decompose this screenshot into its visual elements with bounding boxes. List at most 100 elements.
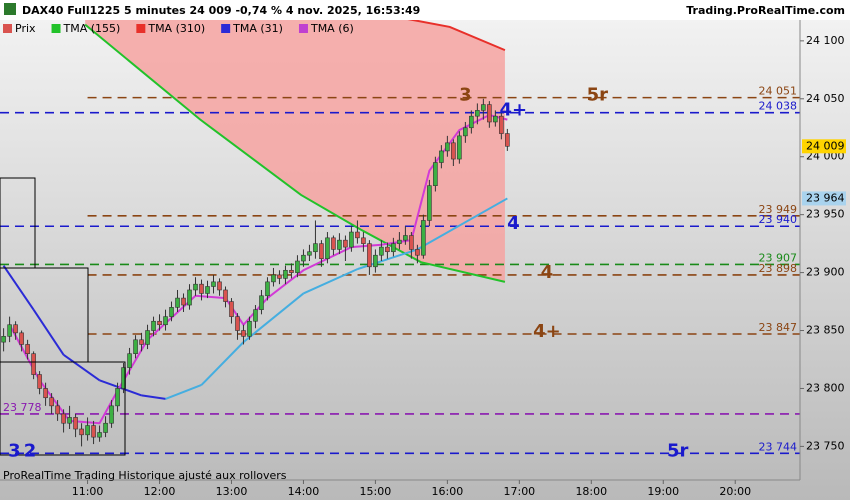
ma-line: [84, 23, 506, 283]
candle-body: [409, 235, 414, 250]
ma-line: [32, 309, 65, 356]
level-annotation: 3: [8, 440, 21, 461]
candle-body: [193, 283, 198, 291]
candle-body: [127, 353, 132, 368]
level-label: 23 898: [759, 262, 798, 275]
candle-body: [487, 104, 492, 123]
level-annotation: 5r: [667, 440, 689, 461]
candle-body: [331, 237, 336, 250]
candle-body: [37, 374, 42, 389]
candle-body: [343, 239, 348, 248]
level-label: 23 907: [759, 251, 798, 264]
legend-entry: Prix: [15, 22, 36, 35]
candle-body: [301, 254, 306, 262]
candle-body: [151, 320, 156, 331]
ma-line: [2, 265, 35, 311]
candle-body: [349, 231, 354, 248]
x-tick-label: 11:00: [72, 485, 104, 498]
candle-body: [283, 269, 288, 279]
level-annotation: 4: [507, 213, 520, 234]
candle-body: [313, 243, 318, 253]
candle-body: [337, 239, 342, 250]
x-tick-label: 15:00: [360, 485, 392, 498]
candle-body: [187, 289, 192, 306]
candle-body: [121, 367, 126, 389]
ma-line: [99, 379, 142, 397]
candle-body: [379, 246, 384, 256]
candle-body: [469, 115, 474, 129]
x-tick-label: 16:00: [432, 485, 464, 498]
candle-body: [235, 316, 240, 331]
candle-body: [421, 220, 426, 256]
price-marker: [802, 191, 846, 206]
ma-line: [141, 394, 166, 400]
candle-body: [169, 307, 174, 317]
candle-body: [157, 320, 162, 326]
header-bar: [0, 0, 850, 20]
y-tick-label: 23 850: [806, 324, 845, 337]
level-label: 24 038: [759, 100, 798, 113]
y-tick-label: 24 100: [806, 34, 845, 47]
box: [0, 361, 126, 456]
y-tick-label: 23 900: [806, 266, 845, 279]
candle-body: [475, 110, 480, 117]
candle-body: [325, 237, 330, 259]
candle-body: [1, 336, 6, 343]
candle-body: [253, 309, 258, 322]
plot: [0, 20, 800, 455]
candle-body: [481, 104, 486, 111]
ma-line: [303, 268, 358, 295]
ma-line: [165, 384, 202, 400]
candle-body: [319, 243, 324, 259]
level-annotation: 3: [459, 85, 472, 106]
candle-body: [175, 297, 180, 308]
candle-body: [289, 269, 294, 273]
candle-body: [457, 135, 462, 160]
price-marker-label: 23 964: [806, 191, 845, 204]
price-marker-label: 24 009: [806, 139, 845, 152]
candle-body: [307, 251, 312, 256]
level-label: 23 847: [759, 321, 798, 334]
candle-body: [211, 281, 216, 287]
candle-body: [403, 235, 408, 241]
ma-line: [200, 341, 245, 386]
candle-body: [277, 274, 282, 279]
candle-body: [49, 397, 54, 407]
candle-body: [145, 330, 150, 345]
candle-body: [499, 115, 504, 134]
candle-body: [115, 388, 120, 407]
candle-body: [229, 301, 234, 317]
candle-body: [223, 289, 228, 302]
legend-entry: TMA (31): [232, 22, 283, 35]
level-annotation: 4+: [500, 100, 528, 121]
candle-body: [181, 297, 186, 306]
candle-body: [451, 142, 456, 160]
x-tick-label: 18:00: [575, 485, 607, 498]
level-annotation: 4+: [533, 321, 561, 342]
candle-body: [415, 249, 420, 256]
level-annotation: 4: [541, 262, 554, 283]
candle-body: [55, 405, 60, 415]
level-label: 23 949: [759, 203, 798, 216]
candle-body: [31, 353, 36, 375]
candle-body: [355, 231, 360, 239]
candle-body: [271, 274, 276, 283]
y-tick-label: 24 050: [806, 92, 845, 105]
legend-swatch: [136, 24, 146, 33]
candle-body: [265, 281, 270, 297]
candle-body: [163, 316, 168, 326]
candle-body: [7, 324, 12, 337]
logo: [4, 3, 16, 15]
candle-body: [241, 330, 246, 337]
candle-body: [505, 133, 510, 147]
candle-body: [259, 295, 264, 310]
candle-body: [361, 237, 366, 244]
cloud-fill: [85, 20, 505, 282]
ma-line: [407, 20, 506, 52]
x-tick-label: 13:00: [216, 485, 248, 498]
candle-body: [13, 324, 18, 334]
candle-body: [463, 127, 468, 137]
x-tick-label: 12:00: [144, 485, 176, 498]
candle-body: [43, 388, 48, 399]
